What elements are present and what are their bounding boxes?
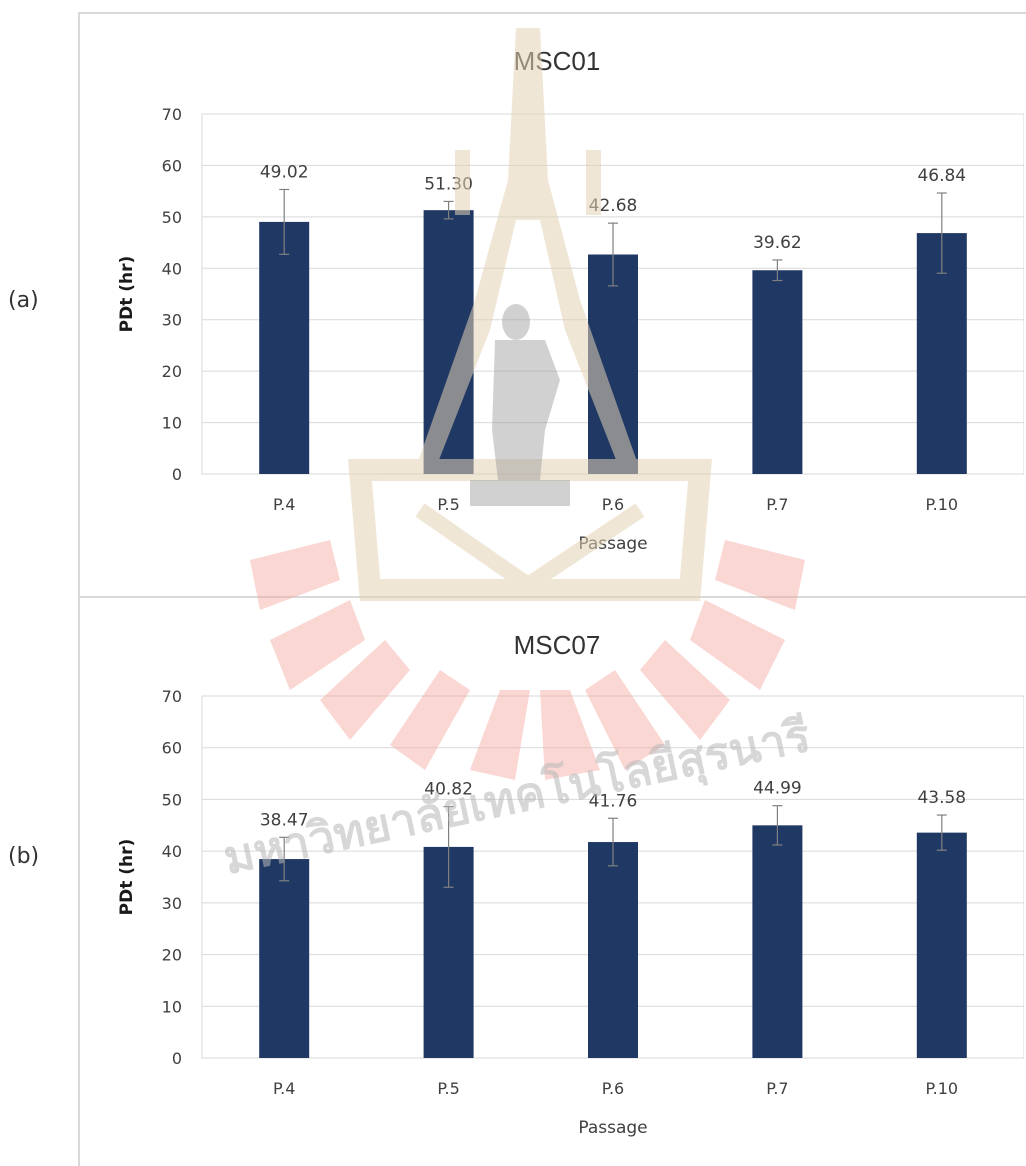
data-label: 42.68 [589, 196, 638, 216]
x-tick-label: P.4 [273, 495, 295, 514]
bar [259, 859, 310, 1058]
chart-msc01: MSC01 0 10 20 30 40 50 60 70 49.02 P.4 51.30 P.5 42.6… [117, 46, 1024, 554]
bar [752, 825, 803, 1058]
data-label: 43.58 [917, 788, 966, 808]
y-tick-label: 40 [162, 842, 182, 861]
y-tick-label: 20 [162, 362, 182, 381]
y-tick-label: 60 [162, 739, 182, 758]
panel-label-a: (a) [8, 288, 39, 313]
panel-label-b: (b) [8, 844, 40, 869]
x-tick-label: P.5 [437, 495, 459, 514]
y-axis-title: PDt (hr) [117, 256, 137, 333]
x-axis-title: Passage [578, 534, 647, 554]
x-tick-label: P.7 [766, 1079, 788, 1098]
x-tick-label: P.6 [602, 495, 624, 514]
y-tick-label: 60 [162, 156, 182, 175]
data-label: 39.62 [753, 233, 802, 253]
chart-title: MSC01 [514, 46, 601, 76]
data-label: 46.84 [917, 166, 966, 186]
data-label: 44.99 [753, 779, 802, 799]
bar [916, 832, 967, 1058]
chart-msc07: MSC07 0 10 20 30 40 50 60 70 38.47 P.4 40.82 P.5 41.7… [117, 630, 1024, 1138]
bar [423, 210, 474, 474]
y-tick-label: 30 [162, 894, 182, 913]
y-axis-title: PDt (hr) [117, 839, 137, 916]
x-tick-label: P.4 [273, 1079, 295, 1098]
data-label: 40.82 [424, 780, 473, 800]
x-tick-label: P.10 [925, 495, 958, 514]
chart-frame-b [78, 596, 1026, 1166]
y-tick-label: 10 [162, 414, 182, 433]
y-tick-label: 70 [162, 105, 182, 124]
x-tick-label: P.10 [925, 1079, 958, 1098]
y-tick-label: 30 [162, 311, 182, 330]
y-tick-label: 50 [162, 208, 182, 227]
chart-title: MSC07 [514, 630, 601, 660]
y-tick-label: 0 [172, 1049, 182, 1068]
data-label: 49.02 [260, 162, 309, 182]
y-tick-label: 50 [162, 790, 182, 809]
bar [259, 221, 310, 474]
bar [752, 270, 803, 474]
y-tick-label: 0 [172, 465, 182, 484]
y-tick-label: 20 [162, 946, 182, 965]
x-tick-label: P.6 [602, 1079, 624, 1098]
x-tick-label: P.5 [437, 1079, 459, 1098]
x-axis-title: Passage [578, 1118, 647, 1138]
bar [588, 254, 638, 474]
data-label: 38.47 [260, 810, 309, 830]
y-tick-label: 10 [162, 997, 182, 1016]
data-label: 51.30 [424, 174, 473, 194]
y-tick-label: 40 [162, 259, 182, 278]
bar [588, 842, 638, 1058]
x-tick-label: P.7 [766, 495, 788, 514]
data-label: 41.76 [589, 791, 638, 811]
y-tick-label: 70 [162, 687, 182, 706]
